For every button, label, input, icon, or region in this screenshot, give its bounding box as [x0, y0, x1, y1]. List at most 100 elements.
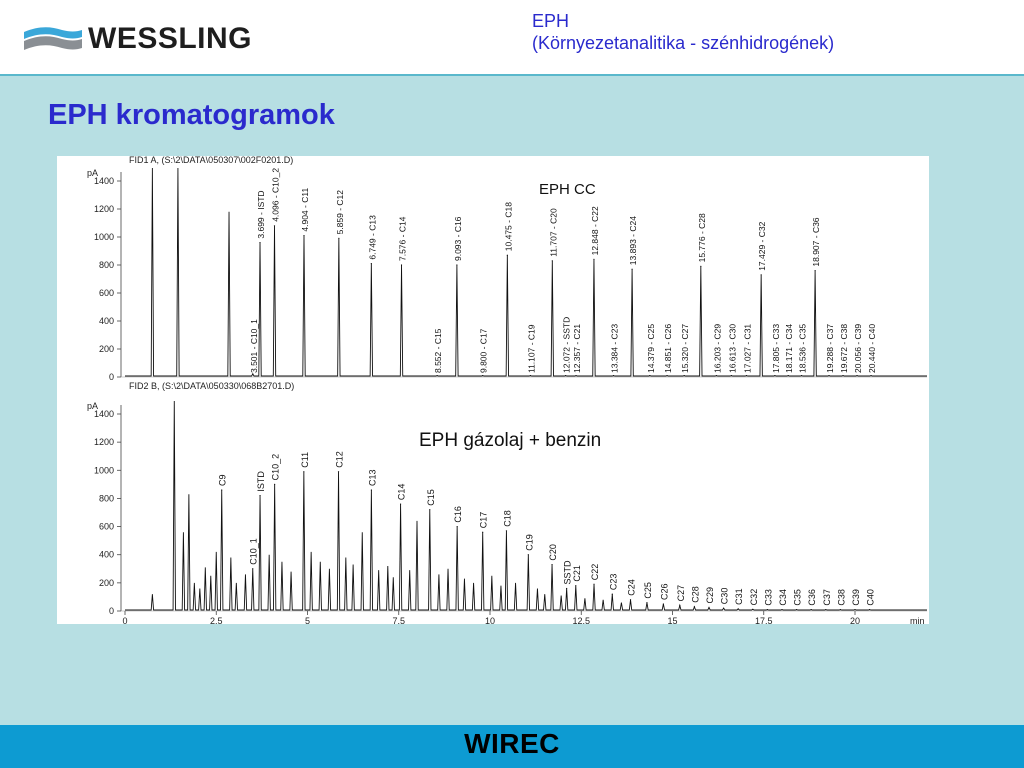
peak-label: C18 — [502, 510, 512, 527]
peak-point — [506, 254, 508, 256]
peak-point — [221, 489, 223, 491]
peak-point — [612, 375, 615, 377]
peak-label: 20.440 - C40 — [867, 324, 877, 373]
y-tick-label: 400 — [99, 316, 114, 326]
peak-label: C34 — [778, 589, 788, 606]
footer-text: WIREC — [464, 728, 560, 759]
y-tick-label: 1200 — [94, 204, 114, 214]
peak-point — [646, 601, 648, 604]
peak-label: C20 — [548, 544, 558, 561]
peak-label: 5.859 - C12 — [335, 190, 345, 235]
x-tick-label: 12.5 — [572, 616, 590, 624]
peak-label: 12.357 - C21 — [572, 324, 582, 373]
x-tick-label: 2.5 — [210, 616, 223, 624]
header-title-line-2: (Környezetanalitika - szénhidrogének) — [532, 33, 835, 53]
peak-point — [456, 525, 458, 528]
peak-label: 20.056 - C39 — [853, 324, 863, 373]
peak-point — [723, 607, 725, 609]
footer-bar: WIREC — [0, 725, 1024, 768]
peak-label: C11 — [300, 452, 310, 468]
peak-point — [814, 270, 816, 272]
peak-label: ISTD — [256, 471, 266, 492]
chart-title: EPH CC — [539, 181, 596, 198]
peak-label: C29 — [705, 587, 715, 604]
peak-label: 3.699 - ISTD — [256, 190, 266, 238]
peak-point — [429, 509, 431, 511]
x-tick-label: 7.5 — [392, 616, 405, 624]
peak-point — [825, 608, 827, 611]
peak-label: 12.072 - SSTD — [562, 317, 572, 373]
peak-point — [856, 375, 858, 377]
peak-label: 18.536 - C35 — [798, 324, 808, 373]
chart-header-path: FID1 A, (S:\2\DATA\050307\002F0201.D) — [129, 156, 293, 165]
peak-label: 11.107 - C19 — [526, 324, 536, 373]
peak-point — [337, 471, 340, 473]
peak-label: 19.288 - C37 — [825, 324, 835, 373]
peak-point — [400, 264, 403, 266]
peak-label: C9 — [218, 474, 228, 486]
peak-label: 17.429 - C32 — [757, 221, 767, 270]
peak-label: C24 — [627, 579, 637, 596]
y-axis-unit-label: pA — [87, 168, 98, 178]
chromatogram-trace — [125, 400, 927, 611]
peak-point — [774, 375, 776, 377]
header-bar: WESSLING EPH (Környezetanalitika - szénh… — [0, 0, 1024, 74]
chart-title: EPH gázolaj + benzin — [419, 430, 601, 451]
peak-point — [752, 608, 754, 610]
peak-point — [870, 375, 872, 377]
peak-label: 3.501 - C10_1 — [249, 319, 259, 373]
peak-point — [274, 483, 276, 485]
x-tick-label: 20 — [850, 616, 860, 624]
y-tick-label: 0 — [109, 372, 114, 382]
peak-point — [629, 599, 632, 601]
peak-label: SSTD — [563, 560, 573, 585]
peak-label: 19.672 - C38 — [839, 324, 849, 373]
peak-label: C26 — [659, 583, 669, 600]
peak-point — [529, 375, 532, 377]
peak-label: 14.379 - C25 — [646, 324, 656, 373]
peak-point — [482, 531, 484, 533]
peak-label: 16.203 - C29 — [712, 324, 722, 373]
peak-point — [715, 375, 718, 377]
x-tick-label: 5 — [305, 616, 310, 624]
peak-label: 9.093 - C16 — [453, 216, 463, 261]
peak-point — [338, 237, 340, 239]
peak-point — [666, 375, 668, 377]
peak-label: 12.848 - C22 — [590, 206, 600, 255]
peak-point — [766, 608, 769, 611]
peak-label: 8.552 - C15 — [433, 328, 443, 373]
y-axis-unit-label: pA — [87, 401, 98, 411]
y-tick-label: 200 — [99, 578, 114, 588]
peak-label: 4.904 - C11 — [300, 188, 310, 232]
peak-point — [730, 375, 732, 377]
peak-label: C10_1 — [249, 538, 259, 565]
peak-point — [760, 274, 762, 276]
peak-point — [708, 606, 710, 609]
peak-point — [810, 608, 812, 611]
peak-point — [679, 604, 681, 606]
peak-point — [303, 471, 305, 473]
peak-point — [842, 375, 844, 377]
peak-label: C23 — [608, 574, 618, 591]
peak-point — [456, 264, 458, 266]
y-tick-label: 800 — [99, 493, 114, 503]
peak-point — [259, 242, 261, 244]
peak-label: 13.893 - C24 — [628, 216, 638, 265]
peak-label: C28 — [690, 586, 700, 603]
peak-label: C36 — [807, 589, 817, 606]
x-tick-label: 15 — [667, 616, 677, 624]
peak-point — [505, 530, 508, 532]
peak-point — [683, 375, 685, 377]
peak-label: 6.749 - C13 — [367, 215, 377, 260]
peak-label: C38 — [836, 589, 846, 606]
page-title: EPH kromatogramok — [48, 99, 335, 131]
peak-label: C14 — [397, 484, 407, 501]
peak-point — [828, 375, 830, 377]
x-tick-label: 17.5 — [755, 616, 773, 624]
y-tick-label: 1400 — [94, 409, 114, 419]
peak-label: C25 — [643, 582, 653, 599]
chart-header-path: FID2 B, (S:\2\DATA\050330\068B2701.D) — [129, 381, 294, 391]
peak-point — [399, 503, 402, 505]
peak-point — [693, 606, 696, 608]
peak-point — [745, 375, 748, 377]
